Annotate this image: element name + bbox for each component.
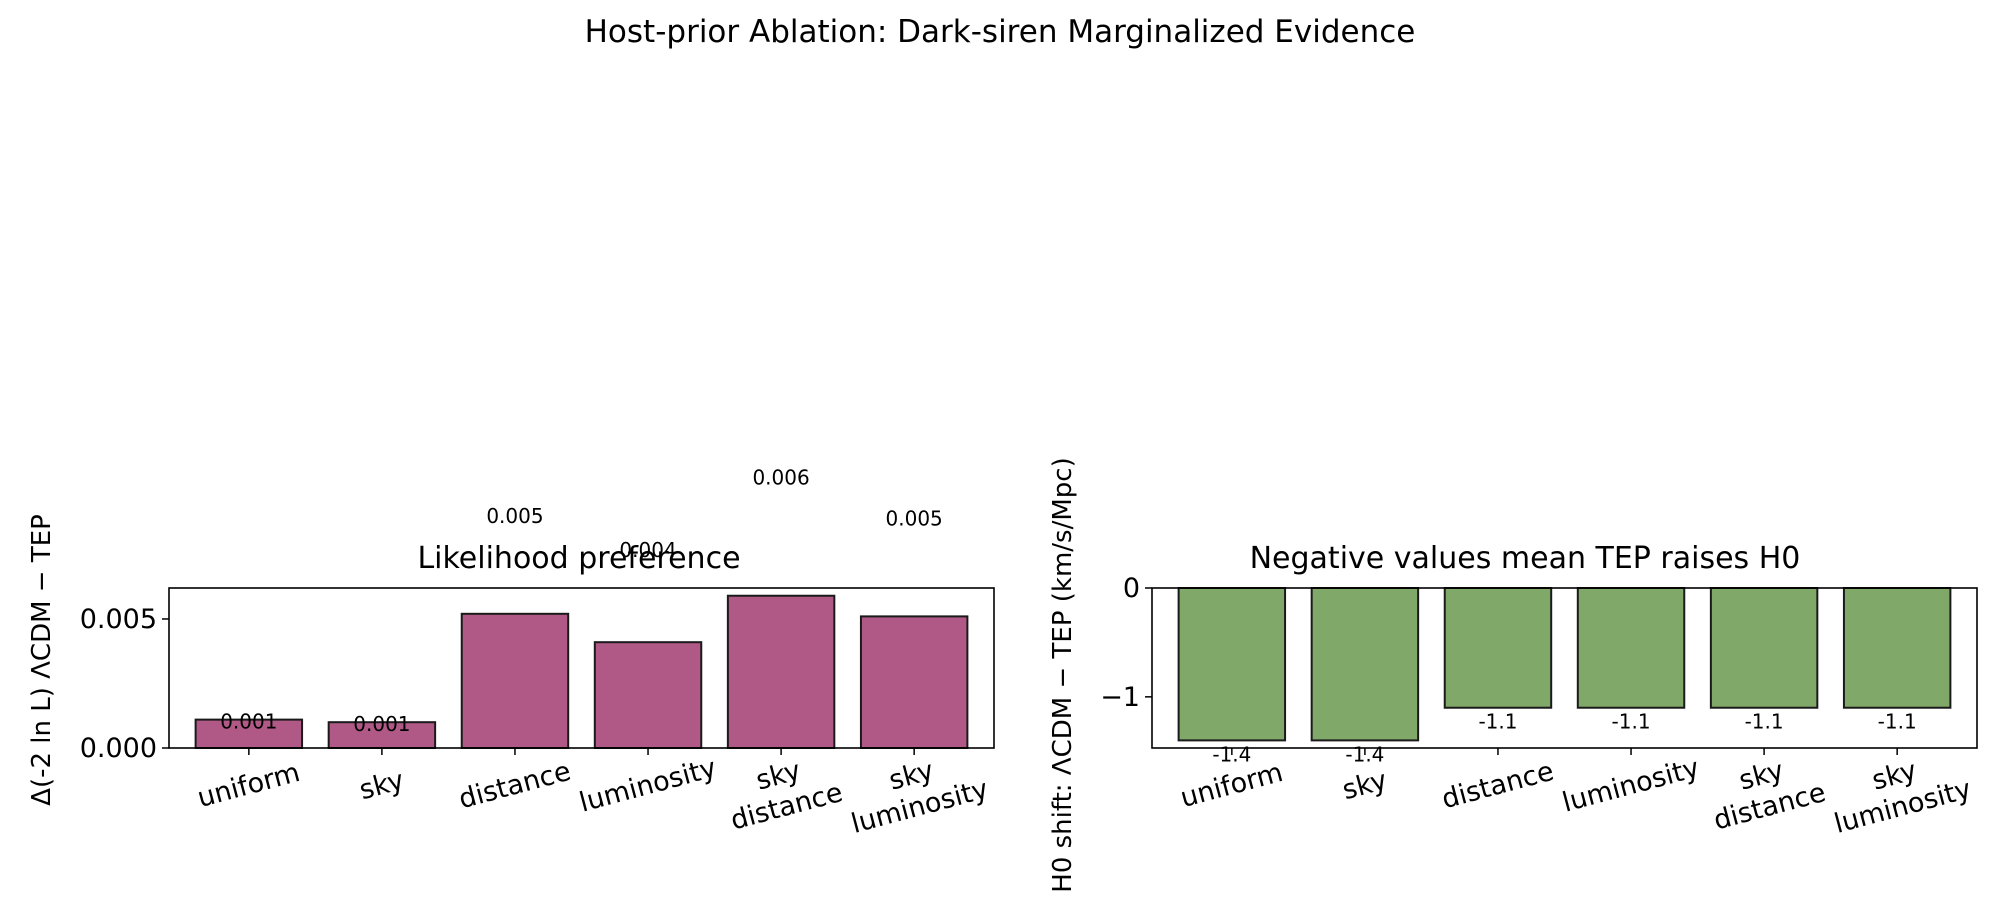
bar-value-label-2: -1.1 (1478, 710, 1517, 734)
axes-frame (168, 587, 995, 749)
x-tick-label-3: luminosity (576, 752, 719, 818)
right-plot-area: -1.4uniform-1.4sky-1.1distance-1.1lumino… (1100, 573, 1978, 840)
bar-4 (1709, 587, 1819, 709)
bar-5 (859, 615, 969, 749)
figure-suptitle: Host-prior Ablation: Dark-siren Marginal… (585, 14, 1416, 50)
left-chart-ylabel: Δ(-2 ln L) ΛCDM − TEP (27, 514, 57, 806)
x-tick-label-4: skydistance (1702, 746, 1829, 836)
bar-value-label-2: 0.005 (486, 504, 543, 528)
x-tick-label-4: skydistance (719, 746, 846, 836)
left-chart-title: Likelihood preference (417, 541, 740, 576)
y-tick-label-0: 0 (1123, 573, 1140, 604)
bar-value-label-4: -1.1 (1745, 710, 1784, 734)
axes-frame (1151, 587, 1978, 749)
x-tick-label-2: distance (456, 756, 575, 816)
bar-value-label-3: 0.004 (619, 538, 676, 562)
y-tick-label-0: 0.000 (80, 733, 157, 764)
bar-1 (1310, 587, 1420, 742)
bar-0 (1177, 587, 1287, 742)
bar-value-label-1: 0.001 (353, 712, 410, 736)
bar-value-label-0: 0.001 (220, 710, 277, 734)
left-plot-area: 0.001 uniform 0.001 sky 0.005 distance 0.004 lu… (80, 466, 995, 840)
bar-3 (1576, 587, 1686, 709)
bar-2 (1443, 587, 1553, 709)
x-tick-label-2: distance (1439, 756, 1558, 816)
right-chart-ylabel: H0 shift: ΛCDM − TEP (km/s/Mpc) (1048, 457, 1078, 892)
bar-2 (460, 612, 570, 749)
bar-value-label-4: 0.006 (752, 466, 809, 490)
bar-1 (327, 721, 437, 749)
bar-5 (1842, 587, 1952, 709)
bar-4 (726, 594, 836, 750)
x-tick-label-3: luminosity (1559, 752, 1702, 818)
bar-value-label-5: -1.1 (1878, 710, 1917, 734)
left-chart: Likelihood preference Δ(-2 ln L) ΛCDM − … (27, 466, 995, 840)
right-chart-title: Negative values mean TEP raises H0 (1250, 541, 1801, 576)
y-tick-label-1: −1 (1100, 682, 1140, 713)
bar-value-label-5: 0.005 (886, 506, 943, 530)
x-tick-label-1: sky (356, 765, 407, 807)
right-chart: Negative values mean TEP raises H0 H0 sh… (1048, 457, 1978, 893)
y-tick-label-1: 0.005 (80, 604, 157, 635)
bar-3 (593, 641, 703, 749)
bar-value-label-3: -1.1 (1612, 710, 1651, 734)
x-tick-label-1: sky (1339, 765, 1390, 807)
x-tick-label-0: uniform (194, 757, 303, 814)
x-tick-label-5: skyluminosity (840, 743, 992, 840)
x-tick-label-5: skyluminosity (1823, 743, 1975, 840)
